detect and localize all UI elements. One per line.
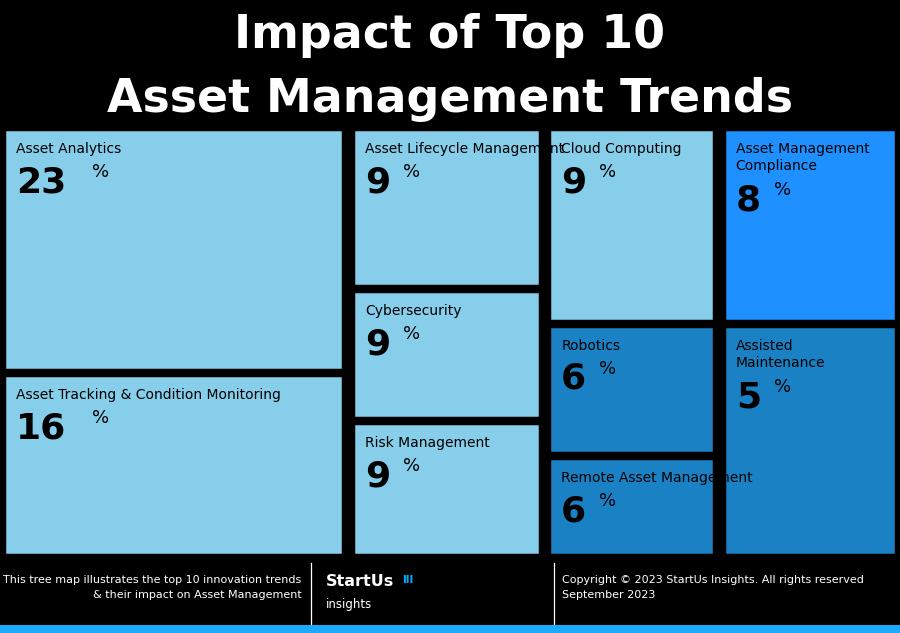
Text: %: % — [599, 492, 616, 510]
Text: Impact of Top 10: Impact of Top 10 — [234, 13, 666, 58]
Bar — [353, 291, 539, 418]
Text: %: % — [403, 457, 420, 475]
Text: %: % — [92, 163, 109, 181]
Text: Assisted
Maintenance: Assisted Maintenance — [736, 339, 825, 370]
Bar — [549, 326, 714, 453]
Bar — [4, 375, 344, 555]
Text: 5: 5 — [736, 380, 760, 414]
Text: Robotics: Robotics — [562, 339, 620, 353]
Text: insights: insights — [326, 598, 372, 611]
Text: 9: 9 — [365, 327, 391, 361]
Text: Asset Management Trends: Asset Management Trends — [107, 77, 793, 122]
Text: 9: 9 — [562, 165, 587, 199]
Text: %: % — [774, 181, 791, 199]
Text: 9: 9 — [365, 459, 391, 493]
Text: lll: lll — [402, 575, 414, 585]
Text: Remote Asset Management: Remote Asset Management — [562, 471, 752, 485]
Text: %: % — [403, 325, 420, 343]
Text: %: % — [92, 409, 109, 427]
Text: StartUs: StartUs — [326, 574, 394, 589]
Bar — [353, 423, 539, 555]
Text: Copyright © 2023 StartUs Insights. All rights reserved
September 2023: Copyright © 2023 StartUs Insights. All r… — [562, 575, 864, 600]
Text: 9: 9 — [365, 165, 391, 199]
Bar — [724, 326, 896, 555]
Text: Asset Tracking & Condition Monitoring: Asset Tracking & Condition Monitoring — [15, 388, 281, 402]
Text: %: % — [774, 378, 791, 396]
Bar — [0, 625, 900, 633]
Text: Asset Analytics: Asset Analytics — [15, 142, 121, 156]
Bar — [549, 129, 714, 321]
Text: %: % — [599, 360, 616, 378]
Text: 8: 8 — [736, 183, 760, 217]
Text: %: % — [599, 163, 616, 181]
Text: Asset Management
Compliance: Asset Management Compliance — [736, 142, 869, 173]
Bar — [549, 458, 714, 555]
Text: 16: 16 — [15, 411, 66, 445]
Text: This tree map illustrates the top 10 innovation trends
& their impact on Asset M: This tree map illustrates the top 10 inn… — [4, 575, 302, 600]
Text: Risk Management: Risk Management — [365, 436, 490, 450]
Text: 6: 6 — [562, 494, 586, 528]
Bar — [724, 129, 896, 321]
Text: Cloud Computing: Cloud Computing — [562, 142, 681, 156]
Bar — [353, 129, 539, 286]
Text: %: % — [403, 163, 420, 181]
Text: Cybersecurity: Cybersecurity — [365, 304, 462, 318]
Text: Asset Lifecycle Management: Asset Lifecycle Management — [365, 142, 564, 156]
Bar — [4, 129, 344, 370]
Text: 23: 23 — [15, 165, 66, 199]
Text: 6: 6 — [562, 362, 586, 396]
